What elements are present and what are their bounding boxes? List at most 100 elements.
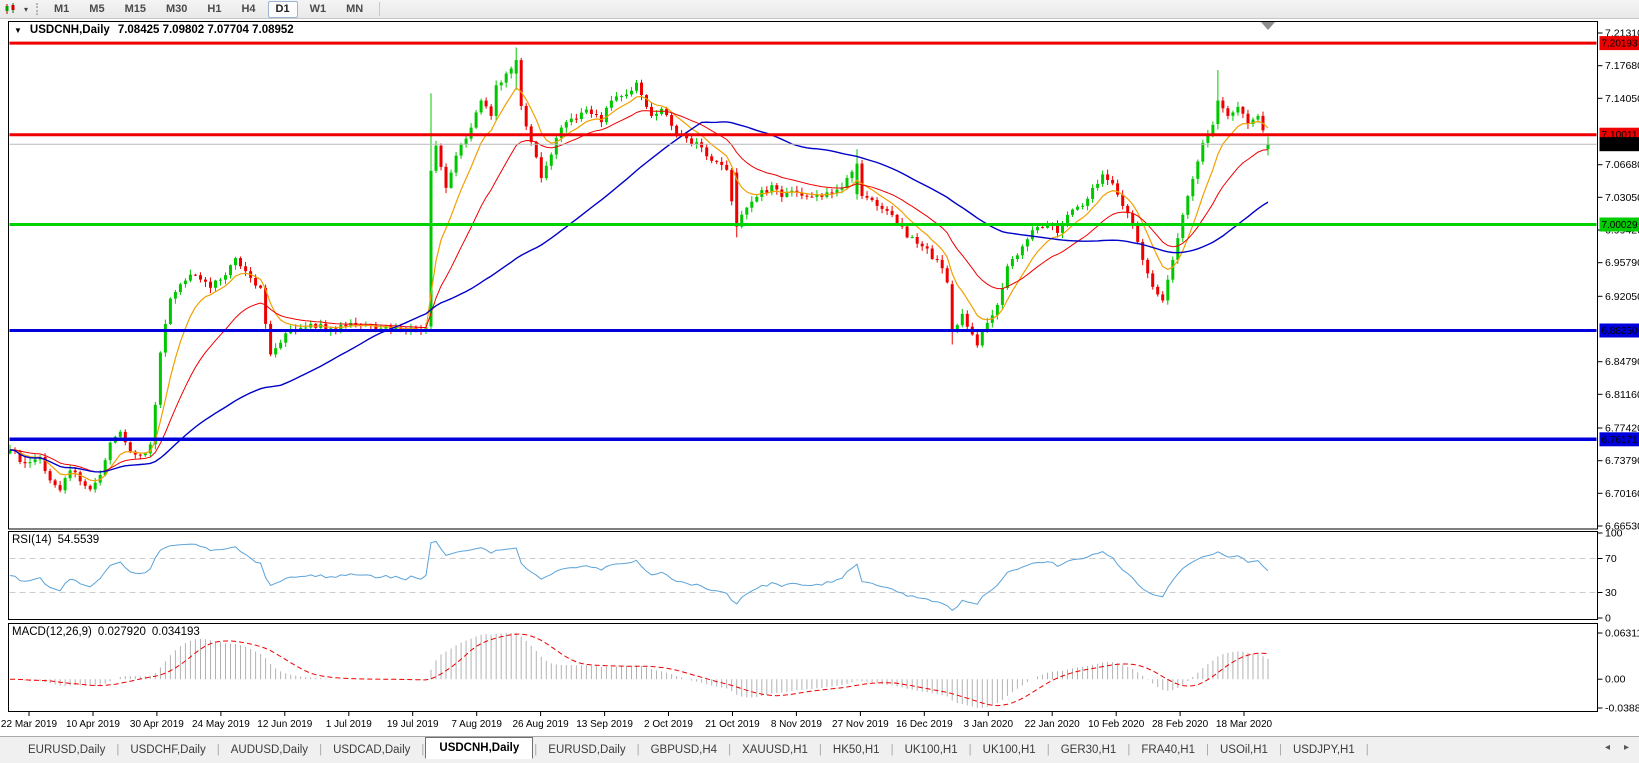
price-tick-label: 6.81160 — [1605, 389, 1639, 401]
chart-tab-eurusd-daily[interactable]: EURUSD,Daily — [548, 744, 626, 756]
date-tick-label: 7 Aug 2019 — [451, 719, 502, 730]
rsi-line — [9, 540, 1269, 612]
chevron-down-icon[interactable]: ▾ — [24, 4, 29, 14]
tab-scroll-left-icon[interactable]: ◂ — [1604, 742, 1610, 753]
price-tick-label: 7.14050 — [1605, 93, 1639, 105]
timeframe-button-m5[interactable]: M5 — [89, 2, 105, 15]
date-tick-label: 28 Feb 2020 — [1152, 719, 1209, 730]
date-tick-label: 19 Jul 2019 — [387, 719, 439, 730]
rsi-axis-label: 0 — [1605, 613, 1611, 625]
ma-sma55-line — [9, 121, 1269, 473]
price-badge: 7.20193 — [1602, 38, 1638, 50]
macd-axis-label: 0.00 — [1605, 674, 1626, 686]
timeframe-button-h4[interactable]: H4 — [241, 2, 256, 15]
price-tick-label: 6.73790 — [1605, 455, 1639, 467]
rsi-axis-label: 30 — [1605, 587, 1617, 599]
timeframe-button-d1[interactable]: D1 — [267, 0, 298, 18]
timeframe-button-m1[interactable]: M1 — [54, 2, 70, 15]
chart-tab-hk50-h1[interactable]: HK50,H1 — [832, 744, 880, 756]
chart-tab-audusd-daily[interactable]: AUDUSD,Daily — [230, 744, 309, 756]
price-badge: 6.88250 — [1602, 325, 1638, 337]
ohlc-values: 7.08425 7.09802 7.07704 7.08952 — [117, 24, 294, 36]
tab-separator: | — [216, 744, 220, 756]
chart-tab-fra40-h1[interactable]: FRA40,H1 — [1141, 744, 1195, 756]
price-tick-label: 7.17680 — [1605, 60, 1639, 72]
tab-separator: | — [1278, 744, 1282, 756]
tab-separator: | — [1206, 744, 1209, 756]
date-tick-label: 2 Oct 2019 — [644, 719, 693, 730]
rsi-axis-label: 100 — [1605, 528, 1623, 540]
price-tick-label: 6.66530 — [1605, 521, 1639, 533]
macd-signal-line — [10, 633, 1269, 707]
timeframe-button-h1[interactable]: H1 — [207, 2, 222, 15]
macd-name: MACD(12,26,9) — [12, 626, 92, 638]
tab-separator: | — [319, 744, 323, 756]
date-tick-label: 10 Apr 2019 — [66, 719, 120, 730]
date-tick-label: 18 Mar 2020 — [1216, 719, 1273, 730]
chart-tab-ger30-h1[interactable]: GER30,H1 — [1060, 744, 1117, 756]
macd-axis-label: -0.038872 — [1605, 703, 1639, 715]
tab-separator: | — [421, 744, 425, 756]
date-tick-label: 12 Jun 2019 — [257, 719, 312, 730]
chart-indicator-icon[interactable] — [2, 2, 20, 16]
price-tick-label: 6.92050 — [1605, 291, 1639, 303]
macd-axis-label: 0.063113 — [1605, 628, 1639, 640]
date-tick-label: 22 Jan 2020 — [1025, 719, 1080, 730]
chart-tab-usdchf-daily[interactable]: USDCHF,Daily — [130, 744, 206, 756]
chart-tab-xauusd-h1[interactable]: XAUUSD,H1 — [742, 744, 808, 756]
timeframe-button-w1[interactable]: W1 — [309, 2, 327, 15]
tab-scroll-right-icon[interactable]: ▸ — [1623, 742, 1629, 753]
main-pane-border — [8, 21, 1598, 530]
tab-separator: | — [534, 744, 538, 756]
date-tick-label: 26 Aug 2019 — [513, 719, 570, 730]
timeframe-buttons: M1 M5 M15 M30 H1 H4 D1 W1 MN — [44, 0, 373, 18]
symbol-period-label: USDCNH,Daily — [29, 24, 110, 36]
date-axis[interactable]: 22 Mar 2019 10 Apr 2019 30 Apr 2019 24 May … — [1, 711, 1273, 731]
chart-tab-usdcnh-daily[interactable]: USDCNH,Daily — [425, 737, 534, 759]
chart-tab-eurusd-daily[interactable]: EURUSD,Daily — [28, 744, 106, 756]
chart-tab-usdcad-daily[interactable]: USDCAD,Daily — [333, 744, 411, 756]
ma-ema21-line — [9, 110, 1269, 473]
price-axis[interactable]: 7.213107.176807.140507.066807.030506.994… — [1597, 28, 1639, 715]
timeframe-button-mn[interactable]: MN — [346, 2, 364, 15]
macd-main-value: 0.027920 — [97, 626, 146, 638]
toolbar-separator — [379, 2, 381, 16]
price-tick-label: 6.77420 — [1605, 423, 1639, 435]
chart-tab-gbpusd-h4[interactable]: GBPUSD,H4 — [650, 744, 718, 756]
tab-separator: | — [1365, 744, 1369, 756]
top-toolbar: ▾ M1 M5 M15 M30 H1 H4 D1 W1 MN — [0, 0, 1639, 19]
chart-shift-marker-icon[interactable] — [1261, 22, 1275, 30]
date-tick-label: 8 Nov 2019 — [771, 719, 823, 730]
tab-separator: | — [116, 744, 120, 756]
price-badge: 7.08952 — [1602, 139, 1638, 151]
date-tick-label: 16 Dec 2019 — [896, 719, 953, 730]
chart-tab-uk100-h1[interactable]: UK100,H1 — [982, 744, 1036, 756]
macd-indicator-label: MACD(12,26,9) 0.027920 0.034193 — [12, 626, 200, 638]
date-tick-label: 3 Jan 2020 — [964, 719, 1014, 730]
price-badge: 7.00029 — [1602, 219, 1638, 231]
date-tick-label: 27 Nov 2019 — [832, 719, 889, 730]
price-tick-label: 7.06680 — [1605, 159, 1639, 171]
date-tick-label: 10 Feb 2020 — [1088, 719, 1145, 730]
macd-pane-border — [8, 623, 1598, 712]
chart-tab-usdjpy-h1[interactable]: USDJPY,H1 — [1292, 744, 1355, 756]
timeframe-button-m30[interactable]: M30 — [165, 2, 188, 15]
chart-tab-usoil-h1[interactable]: USOil,H1 — [1220, 744, 1268, 756]
chart-tab-uk100-h1[interactable]: UK100,H1 — [904, 744, 958, 756]
ma-ema8-line — [9, 86, 1269, 482]
tab-separator: | — [728, 744, 732, 756]
toolbar-gripper[interactable] — [36, 3, 39, 15]
rsi-pane-border — [8, 531, 1598, 620]
rsi-indicator-label: RSI(14) 54.5539 — [12, 534, 99, 546]
ma-lines — [9, 86, 1269, 482]
timeframe-button-m15[interactable]: M15 — [124, 2, 146, 15]
date-tick-label: 24 May 2019 — [192, 719, 250, 730]
price-tick-label: 6.84790 — [1605, 356, 1639, 368]
rsi-value: 54.5539 — [57, 534, 100, 546]
tab-separator: | — [890, 744, 894, 756]
price-tick-label: 6.70160 — [1605, 488, 1639, 500]
date-tick-label: 30 Apr 2019 — [130, 719, 184, 730]
chart-menu-caret-icon[interactable]: ▼ — [14, 25, 22, 35]
chart-title: ▼ USDCNH,Daily 7.08425 7.09802 7.07704 7… — [14, 24, 294, 36]
